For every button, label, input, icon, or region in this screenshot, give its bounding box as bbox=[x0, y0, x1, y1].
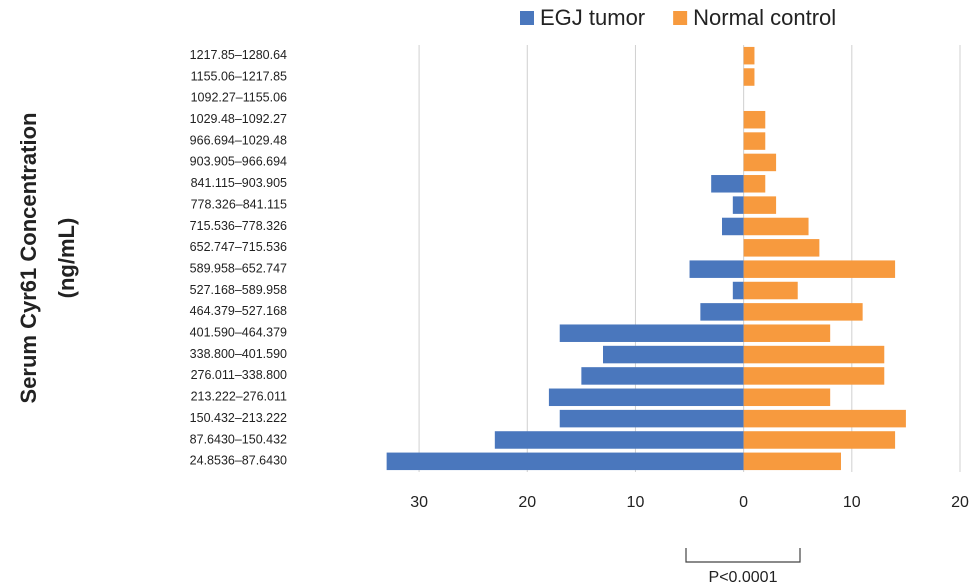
bar bbox=[743, 68, 755, 86]
y-tick-label: 527.168–589.958 bbox=[190, 283, 287, 297]
y-tick-label: 213.222–276.011 bbox=[191, 390, 287, 404]
bar bbox=[743, 345, 885, 364]
y-tick-label: 1092.27–1155.06 bbox=[191, 91, 287, 105]
x-tick-label: 10 bbox=[843, 494, 861, 511]
bar bbox=[743, 409, 906, 428]
y-tick-label: 1217.85–1280.64 bbox=[190, 48, 287, 62]
bar bbox=[743, 217, 809, 236]
bar bbox=[581, 367, 744, 385]
bar bbox=[743, 367, 885, 385]
bar bbox=[700, 303, 744, 321]
bar bbox=[722, 217, 744, 236]
y-tick-label: 966.694–1029.48 bbox=[190, 133, 287, 147]
x-tick-label: 20 bbox=[518, 494, 536, 511]
x-tick-label: 30 bbox=[410, 494, 428, 511]
y-tick-label: 150.432–213.222 bbox=[190, 411, 287, 425]
bar bbox=[603, 345, 744, 364]
legend-label: EGJ tumor bbox=[540, 5, 645, 30]
bar bbox=[743, 110, 766, 129]
x-tick-label: 0 bbox=[739, 494, 748, 511]
bar bbox=[743, 46, 755, 65]
bar bbox=[743, 239, 820, 257]
y-tick-label: 1155.06–1217.85 bbox=[191, 69, 287, 83]
y-tick-label: 841.115–903.905 bbox=[191, 176, 287, 190]
bar bbox=[743, 324, 831, 342]
y-tick-label: 715.536–778.326 bbox=[190, 219, 287, 233]
legend-label: Normal control bbox=[693, 5, 836, 30]
y-tick-label: 338.800–401.590 bbox=[190, 347, 287, 361]
y-tick-label: 778.326–841.115 bbox=[191, 197, 287, 211]
x-tick-label: 20 bbox=[951, 494, 969, 511]
y-tick-label: 401.590–464.379 bbox=[190, 326, 287, 340]
bar bbox=[743, 260, 896, 278]
y-tick-label: 464.379–527.168 bbox=[190, 304, 287, 318]
bar bbox=[743, 281, 798, 300]
y-tick-label: 589.958–652.747 bbox=[190, 261, 287, 275]
y-tick-label: 1029.48–1092.27 bbox=[190, 112, 287, 126]
y-axis-title: Serum Cyr61 Concentration bbox=[16, 113, 41, 404]
y-tick-label: 87.6430–150.432 bbox=[190, 432, 287, 446]
bar bbox=[743, 452, 841, 471]
bar bbox=[548, 388, 744, 407]
bar bbox=[689, 260, 744, 278]
y-tick-label: 903.905–966.694 bbox=[190, 155, 287, 169]
bar bbox=[559, 409, 744, 428]
y-tick-label: 24.8536–87.6430 bbox=[190, 454, 287, 468]
bar bbox=[743, 132, 766, 150]
bar bbox=[743, 196, 777, 214]
bar bbox=[732, 196, 744, 214]
bar bbox=[386, 452, 744, 471]
annotation: P<0.0001 bbox=[709, 569, 778, 586]
legend-swatch bbox=[673, 11, 688, 25]
bar bbox=[743, 431, 896, 449]
bar bbox=[743, 175, 766, 193]
bar bbox=[732, 281, 744, 300]
y-tick-label: 276.011–338.800 bbox=[191, 368, 287, 382]
bar bbox=[711, 175, 744, 193]
bar bbox=[743, 388, 831, 407]
bar bbox=[743, 303, 863, 321]
significance-bracket bbox=[685, 548, 801, 563]
x-tick-label: 10 bbox=[627, 494, 645, 511]
y-axis-title: (ng/mL) bbox=[54, 218, 79, 299]
bar bbox=[743, 153, 777, 172]
legend-swatch bbox=[520, 11, 534, 25]
bar bbox=[559, 324, 744, 342]
y-tick-label: 652.747–715.536 bbox=[190, 240, 287, 254]
bar bbox=[494, 431, 744, 449]
